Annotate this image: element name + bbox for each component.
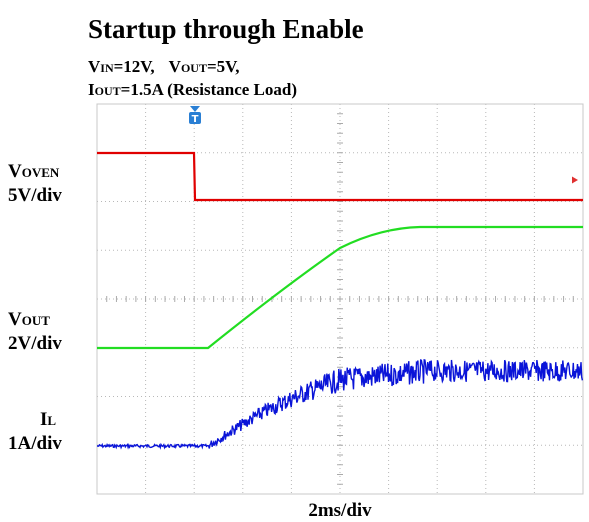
trace-il — [97, 358, 584, 450]
screen-border — [96, 103, 584, 495]
channel-scale: 1A/div — [8, 433, 62, 454]
grid — [96, 103, 584, 495]
channel-name: IL — [40, 409, 56, 430]
channel-scale: 2V/div — [8, 333, 62, 354]
channel-scale: 5V/div — [8, 185, 62, 206]
timebase: 2ms/div — [308, 500, 372, 521]
trace-voven — [97, 151, 583, 202]
title: Startup through Enable — [88, 14, 364, 44]
trigger-label: T — [192, 114, 199, 125]
trigger-arrow — [190, 106, 200, 112]
channel-name: VOVEN — [8, 161, 60, 182]
trigger-box — [189, 112, 201, 124]
level-marker — [572, 176, 578, 184]
trace-vout — [97, 225, 583, 350]
conditions-line-1: VIN=12V, VOUT=5V, — [88, 57, 239, 76]
conditions-line-2: IOUT=1.5A (Resistance Load) — [88, 80, 297, 99]
channel-name: VOUT — [8, 309, 50, 330]
